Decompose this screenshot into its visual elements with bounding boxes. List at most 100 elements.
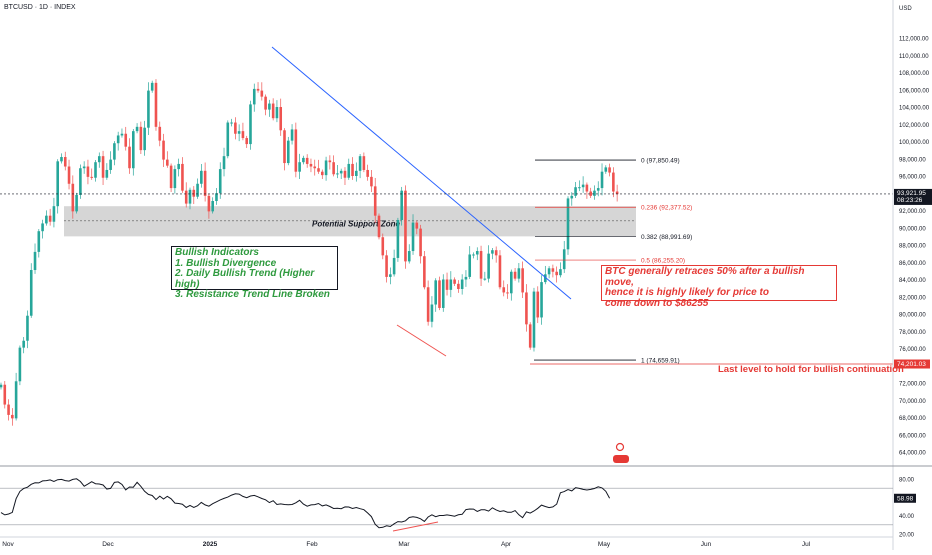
candle [200, 164, 203, 188]
candle-body [600, 171, 604, 189]
candle-body [506, 292, 509, 294]
candle [321, 169, 324, 180]
candle-body [26, 315, 29, 341]
price-tick-label: 80,000.00 [899, 313, 926, 319]
candle-body [510, 271, 513, 294]
candle-body [487, 253, 490, 279]
symbol-title[interactable]: BTCUSD · 1D · INDEX [4, 4, 76, 11]
bullish-item: 2. Daily Bullish Trend (Higher high) [175, 268, 315, 290]
candle-body [105, 169, 109, 178]
candle [196, 178, 199, 199]
candle-body [513, 271, 517, 279]
candle [475, 247, 479, 261]
candle [385, 250, 388, 283]
candle-body [169, 165, 173, 189]
candle [86, 159, 90, 185]
candle-body [404, 190, 407, 262]
earnings-icon[interactable] [615, 442, 625, 452]
bullish-title: Bullish Indicators [175, 247, 259, 258]
candle-body [241, 131, 245, 139]
candle [506, 284, 509, 299]
candle-body [491, 250, 494, 254]
flag-icon[interactable] [613, 455, 629, 463]
candle [468, 246, 472, 280]
rsi-line [0, 478, 611, 529]
candle [14, 372, 18, 421]
candle [256, 82, 260, 93]
candle-body [585, 184, 589, 192]
candle-body [339, 170, 343, 174]
candle-body [578, 187, 581, 189]
candle-body [52, 206, 56, 222]
candle-body [132, 131, 135, 169]
candle [181, 157, 184, 193]
rsi-value-badge [894, 493, 916, 503]
candle-body [33, 251, 37, 271]
candle [419, 224, 422, 264]
candle-body [472, 254, 475, 256]
candle [290, 124, 294, 145]
candle [615, 184, 619, 202]
candle [313, 159, 317, 176]
candle-body [555, 271, 558, 276]
candle [426, 280, 430, 326]
candle-body [389, 274, 392, 277]
candle-body [56, 161, 59, 207]
candle [351, 157, 354, 180]
candle [377, 213, 381, 240]
candle [82, 161, 86, 174]
candle-body [279, 107, 283, 131]
price-tick-label: 84,000.00 [899, 278, 926, 284]
candle [279, 98, 283, 136]
candle [343, 167, 347, 186]
candle [215, 187, 218, 205]
candle-body [3, 384, 7, 405]
candle-body [415, 222, 419, 229]
candle [52, 197, 56, 228]
candle-body [90, 176, 94, 178]
candle-body [226, 122, 230, 157]
candle [381, 233, 385, 260]
candle [547, 266, 551, 279]
candle-body [608, 167, 611, 173]
candle-body [521, 268, 524, 293]
candle-body [22, 340, 25, 348]
candle [404, 185, 407, 269]
candle [373, 177, 377, 224]
candle-body [540, 282, 543, 318]
candle [33, 243, 37, 274]
candle-body [317, 168, 320, 172]
bullish-item: 3. Resistance Trend Line Broken [175, 289, 330, 300]
candle [298, 153, 301, 180]
candle [192, 186, 196, 205]
candle [203, 162, 207, 202]
candle [491, 248, 494, 260]
candle-body [426, 287, 430, 322]
candle-body [45, 215, 48, 224]
candle [339, 168, 343, 180]
candle [540, 275, 543, 325]
price-axis-ticks: 64,000.00 66,000.00 68,000.00 70,000.00 72,0… [899, 37, 930, 457]
candle-body [423, 256, 426, 288]
candle [423, 250, 426, 290]
candle [128, 138, 131, 174]
candle [453, 277, 456, 286]
candle-body [41, 223, 44, 232]
candle-body [362, 156, 366, 170]
candle-body [479, 251, 483, 279]
candle [41, 219, 44, 239]
candle [430, 296, 434, 328]
price-tick-label: 98,000.00 [899, 157, 926, 163]
candle [309, 158, 313, 173]
event-icons[interactable] [613, 442, 629, 464]
candle-body [173, 169, 177, 189]
candle-body [302, 157, 305, 163]
time-tick-label: Mar [398, 541, 410, 548]
candle [472, 252, 475, 259]
candle [268, 99, 271, 117]
candle-body [222, 156, 226, 170]
candle-body [271, 103, 275, 119]
candle-body [283, 130, 286, 164]
